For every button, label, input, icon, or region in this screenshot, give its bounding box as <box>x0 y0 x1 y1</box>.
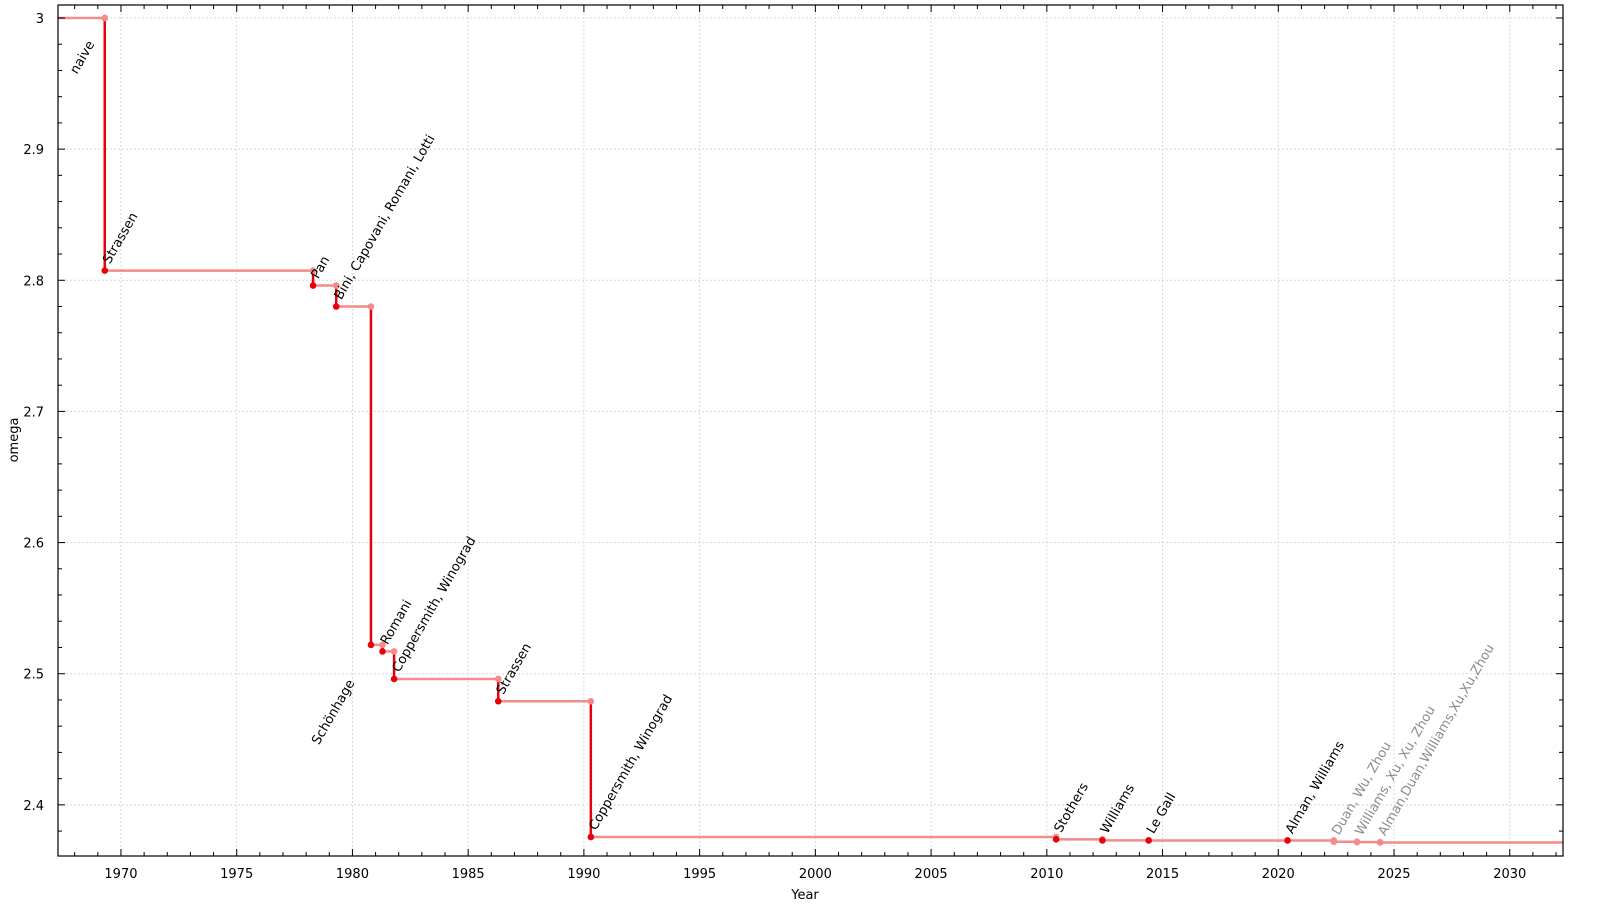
point-label: Williams <box>1098 782 1138 837</box>
point-label: Alman,Duan,Williams,Xu,Xu,Zhou <box>1376 642 1498 839</box>
data-point <box>1052 836 1060 843</box>
data-point-previous <box>332 282 340 289</box>
series-points <box>101 14 1384 846</box>
data-point-previous <box>379 641 386 649</box>
data-point <box>101 267 109 274</box>
y-tick-label: 2.4 <box>23 799 44 814</box>
data-point <box>1099 837 1106 844</box>
grid <box>58 5 1563 856</box>
y-tick-label: 2.9 <box>23 143 44 158</box>
x-tick-label: 2005 <box>915 867 948 882</box>
data-point <box>379 648 386 655</box>
y-tick-label: 2.6 <box>23 537 44 552</box>
data-point <box>367 641 375 649</box>
data-point <box>332 303 340 310</box>
y-tick-label: 2.8 <box>23 274 44 289</box>
data-point-previous <box>587 697 595 705</box>
data-point <box>494 697 502 705</box>
x-tick-label: 2025 <box>1377 867 1410 882</box>
x-tick-label: 2030 <box>1493 867 1526 882</box>
data-point <box>1284 837 1291 844</box>
data-point-previous <box>390 648 398 655</box>
axis-ticks: 1970 1975 1980 1985 1990 1995 2000 2005 2010 2015… <box>23 5 1563 882</box>
data-point <box>587 833 595 841</box>
y-tick-label: 3 <box>36 12 44 27</box>
x-tick-label: 2020 <box>1262 867 1295 882</box>
point-label: Bini, Capovani, Romani, Lotti <box>332 133 439 303</box>
x-tick-label: 1985 <box>452 867 485 882</box>
data-point <box>1330 838 1338 846</box>
x-tick-label: 1980 <box>336 867 369 882</box>
data-point <box>1376 839 1384 846</box>
x-tick-label: 1970 <box>104 867 137 882</box>
y-axis-title: omega <box>7 418 22 463</box>
data-point <box>1145 837 1152 844</box>
data-point-previous <box>101 14 109 22</box>
x-tick-label: 1975 <box>220 867 253 882</box>
x-tick-label: 1990 <box>567 867 600 882</box>
x-axis-title: Year <box>790 888 819 903</box>
x-tick-label: 2015 <box>1146 867 1179 882</box>
point-label: Strassen <box>494 641 535 697</box>
y-tick-label: 2.5 <box>23 668 44 683</box>
data-point-previous <box>494 675 502 683</box>
plot-frame <box>57 4 1564 857</box>
point-label: Stothers <box>1052 780 1092 835</box>
series-lines <box>58 16 1563 844</box>
x-tick-label: 2000 <box>799 867 832 882</box>
point-label: Schönhage <box>309 677 358 747</box>
point-label: naive <box>67 38 98 76</box>
data-point <box>309 282 317 289</box>
data-point <box>390 675 398 683</box>
data-point-previous <box>367 303 375 310</box>
point-label: Coppersmith, Winograd <box>586 692 676 833</box>
point-label: Le Gall <box>1144 790 1179 836</box>
data-point-previous <box>309 267 317 274</box>
x-tick-label: 1995 <box>683 867 716 882</box>
data-point <box>1353 838 1361 846</box>
y-tick-label: 2.7 <box>23 405 44 420</box>
x-tick-label: 2010 <box>1030 867 1063 882</box>
